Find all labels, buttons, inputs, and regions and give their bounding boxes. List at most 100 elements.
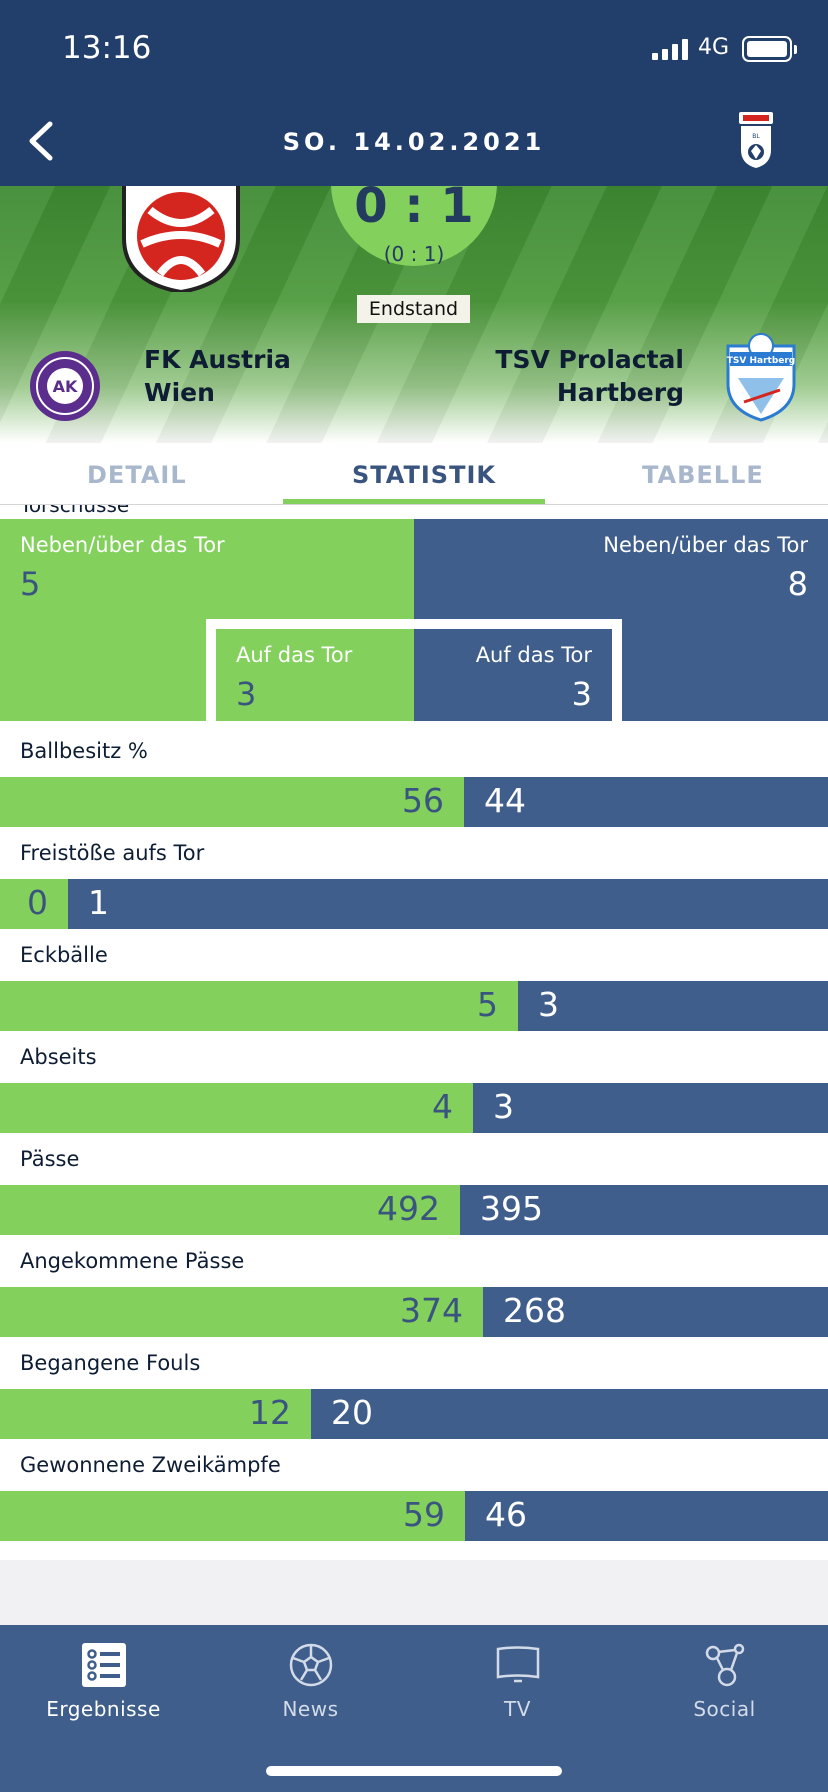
match-tabs: DETAIL STATISTIK TABELLE [0,443,828,505]
stat-name: Abseits [20,1045,97,1069]
stat-away-value: 3 [493,1087,514,1126]
status-time: 13:16 [62,30,152,66]
stat-row: Abseits 4 3 [0,1041,828,1143]
shots-off-away-value: 8 [787,565,808,603]
stat-home-bar: 5 [0,981,518,1031]
stat-home-value: 5 [477,985,498,1024]
stat-home-bar: 59 [0,1491,465,1541]
shots-off-label-home: Neben/über das Tor [20,533,225,557]
tv-icon [496,1646,540,1683]
stat-away-value: 268 [503,1291,566,1330]
results-list-icon [82,1643,126,1687]
match-header: 0 : 1 (0 : 1) Endstand AK FK Austria Wie… [0,186,828,443]
shots-on-away-value: 3 [571,675,592,713]
tabbar-label: News [282,1697,339,1721]
home-team-name[interactable]: FK Austria Wien [144,345,291,407]
stat-row: Ballbesitz % 56 44 [0,735,828,837]
home-team-crest-icon[interactable]: AK [28,349,102,423]
tab-detail[interactable]: DETAIL [87,461,187,489]
stat-home-bar: 492 [0,1185,460,1235]
stat-away-value: 44 [484,781,526,820]
stat-name: Ballbesitz % [20,739,148,763]
svg-text:AK: AK [53,377,78,396]
shots-off-home-value: 5 [20,565,41,603]
match-state-badge: Endstand [357,295,470,323]
top-bar: 13:16 4G SO. 14.02.2021 BL [0,0,828,186]
stat-row: Angekommene Pässe 374 268 [0,1245,828,1347]
stat-away-value: 3 [538,985,559,1024]
stat-name: Begangene Fouls [20,1351,201,1375]
stat-away-value: 20 [331,1393,373,1432]
tabbar-item-social[interactable]: Social [621,1625,828,1735]
shots-on-label-away: Auf das Tor [475,643,592,667]
match-date: SO. 14.02.2021 [282,128,546,156]
stat-home-value: 0 [27,883,48,922]
stat-row: Gewonnene Zweikämpfe 59 46 [0,1449,828,1551]
stat-home-value: 492 [377,1189,440,1228]
tabbar-item-tv[interactable]: TV [414,1625,621,1735]
stat-home-bar: 0 [0,879,68,929]
stat-row: Eckbälle 5 3 [0,939,828,1041]
svg-text:TSV Hartberg: TSV Hartberg [727,356,796,366]
stat-home-value: 59 [403,1495,445,1534]
stat-home-value: 4 [432,1087,453,1126]
stat-bar: 492 395 [0,1185,828,1235]
signal-icon [652,38,688,60]
stat-row: Pässe 492 395 [0,1143,828,1245]
stat-home-value: 374 [400,1291,463,1330]
soccer-ball-icon [289,1643,333,1687]
tabbar-item-news[interactable]: News [207,1625,414,1735]
stat-name: Eckbälle [20,943,108,967]
tab-tabelle[interactable]: TABELLE [642,461,764,489]
league-crest-icon [122,186,240,292]
stat-home-bar: 12 [0,1389,311,1439]
tabbar-label: Social [693,1697,756,1721]
active-tab-indicator [283,499,545,504]
shots-on-label-home: Auf das Tor [236,643,353,667]
section-title-shots: Torschüsse [20,505,130,517]
stat-away-value: 1 [88,883,109,922]
tabbar-label: TV [504,1697,531,1721]
stat-away-value: 395 [480,1189,543,1228]
share-nodes-icon [705,1643,745,1687]
stat-bar: 56 44 [0,777,828,827]
stat-bar: 12 20 [0,1389,828,1439]
score-badge: 0 : 1 (0 : 1) [331,186,497,266]
stat-home-value: 56 [402,781,444,820]
bottom-tab-bar: Ergebnisse News TV Social [0,1625,828,1792]
statistics-panel[interactable]: Torschüsse Neben/über das Tor 5 Neben/üb… [0,505,828,1560]
stat-name: Angekommene Pässe [20,1249,245,1273]
battery-icon [742,36,797,62]
halftime-score: (0 : 1) [383,242,445,266]
stat-bar: 374 268 [0,1287,828,1337]
shots-on-target-box: Auf das Tor 3 Auf das Tor 3 [206,619,622,721]
tabbar-label: Ergebnisse [46,1697,161,1721]
shots-off-label-away: Neben/über das Tor [603,533,808,557]
stat-name: Gewonnene Zweikämpfe [20,1453,281,1477]
shots-on-home-value: 3 [236,675,257,713]
stat-row: Freistöße aufs Tor 0 1 [0,837,828,939]
svg-text:BL: BL [752,133,760,140]
stat-row: Begangene Fouls 12 20 [0,1347,828,1449]
away-team-name[interactable]: TSV Prolactal Hartberg [495,345,684,407]
final-score: 0 : 1 [354,186,474,234]
stat-home-bar: 374 [0,1287,483,1337]
back-chevron-icon[interactable] [24,118,58,164]
stat-away-value: 46 [485,1495,527,1534]
stat-bar: 59 46 [0,1491,828,1541]
home-indicator[interactable] [266,1766,562,1776]
stat-home-bar: 56 [0,777,464,827]
stat-home-bar: 4 [0,1083,473,1133]
tab-statistik[interactable]: STATISTIK [352,461,496,489]
stat-home-value: 12 [249,1393,291,1432]
tabbar-item-ergebnisse[interactable]: Ergebnisse [0,1625,207,1735]
shots-block: Neben/über das Tor 5 Neben/über das Tor … [0,519,828,721]
league-logo-icon[interactable]: BL [737,110,775,170]
away-team-crest-icon[interactable]: TSV Hartberg [724,332,798,422]
stat-name: Pässe [20,1147,80,1171]
stat-name: Freistöße aufs Tor [20,841,205,865]
